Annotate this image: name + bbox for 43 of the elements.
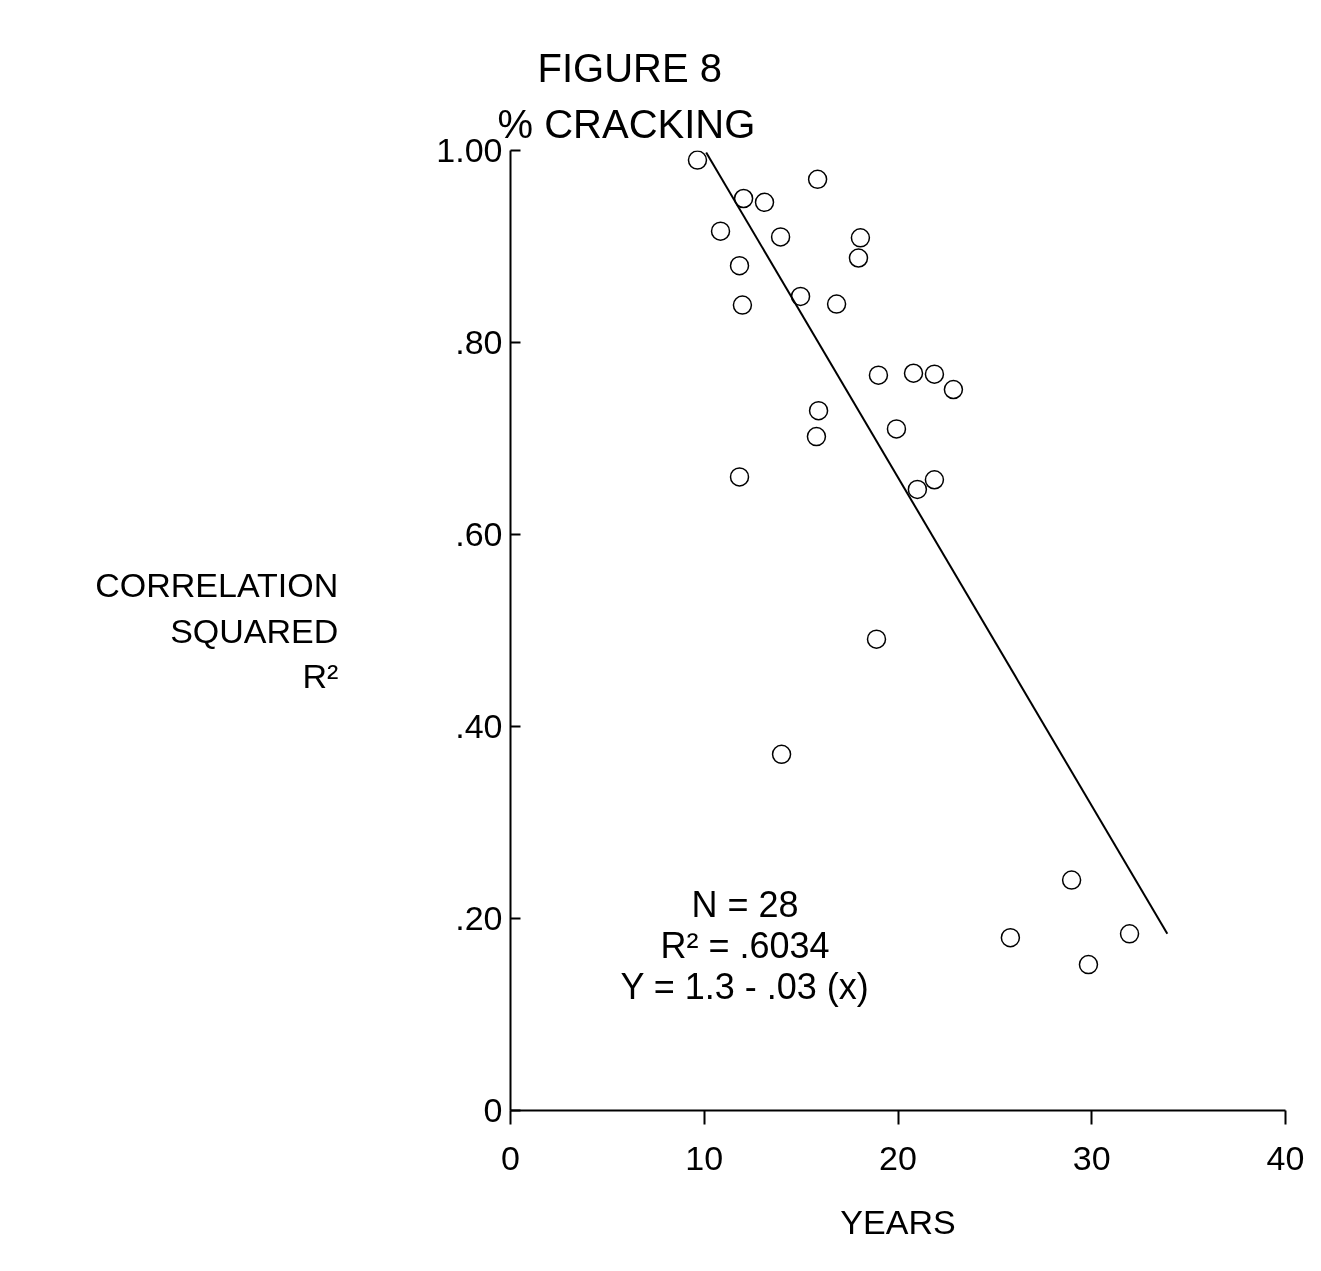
point	[826, 294, 847, 314]
point	[754, 192, 775, 213]
y-tick-label: 0	[483, 1091, 503, 1129]
point	[710, 221, 731, 241]
point	[729, 467, 750, 487]
x-tick-label: 40	[1266, 1138, 1305, 1177]
y-tick-label: .40	[455, 707, 503, 745]
point	[729, 255, 750, 276]
annotation: N = 28	[691, 883, 799, 925]
point	[850, 228, 871, 248]
y-tick-label: .20	[455, 899, 503, 937]
point	[808, 400, 829, 421]
point	[943, 379, 964, 400]
y-tick-label: .80	[455, 323, 503, 361]
chart-title: FIGURE 8	[537, 45, 722, 90]
point	[1000, 927, 1021, 948]
point	[771, 744, 792, 765]
y-axis-title: CORRELATION SQUARED R²	[95, 565, 339, 696]
point	[733, 188, 754, 209]
point	[1119, 924, 1140, 944]
point	[687, 150, 708, 170]
point	[907, 479, 928, 500]
point	[807, 169, 828, 190]
annotation: R² = .6034	[660, 924, 830, 966]
point	[868, 365, 889, 385]
point	[770, 227, 791, 247]
point	[806, 426, 827, 447]
x-tick-label: 30	[1072, 1138, 1111, 1177]
x-tick-label: 10	[685, 1138, 724, 1177]
x-tick-label: 20	[879, 1138, 917, 1177]
point	[903, 363, 924, 383]
point	[1061, 870, 1082, 890]
y-tick-label: .60	[455, 515, 503, 553]
point	[848, 248, 869, 268]
annotation: Y = 1.3 - .03 (x)	[620, 966, 869, 1008]
x-axis-title: YEARS	[840, 1202, 956, 1241]
point	[886, 419, 907, 439]
point	[732, 295, 753, 315]
point	[924, 470, 945, 490]
point	[790, 286, 811, 307]
point	[866, 629, 887, 649]
point	[1078, 954, 1099, 975]
point	[924, 364, 945, 384]
